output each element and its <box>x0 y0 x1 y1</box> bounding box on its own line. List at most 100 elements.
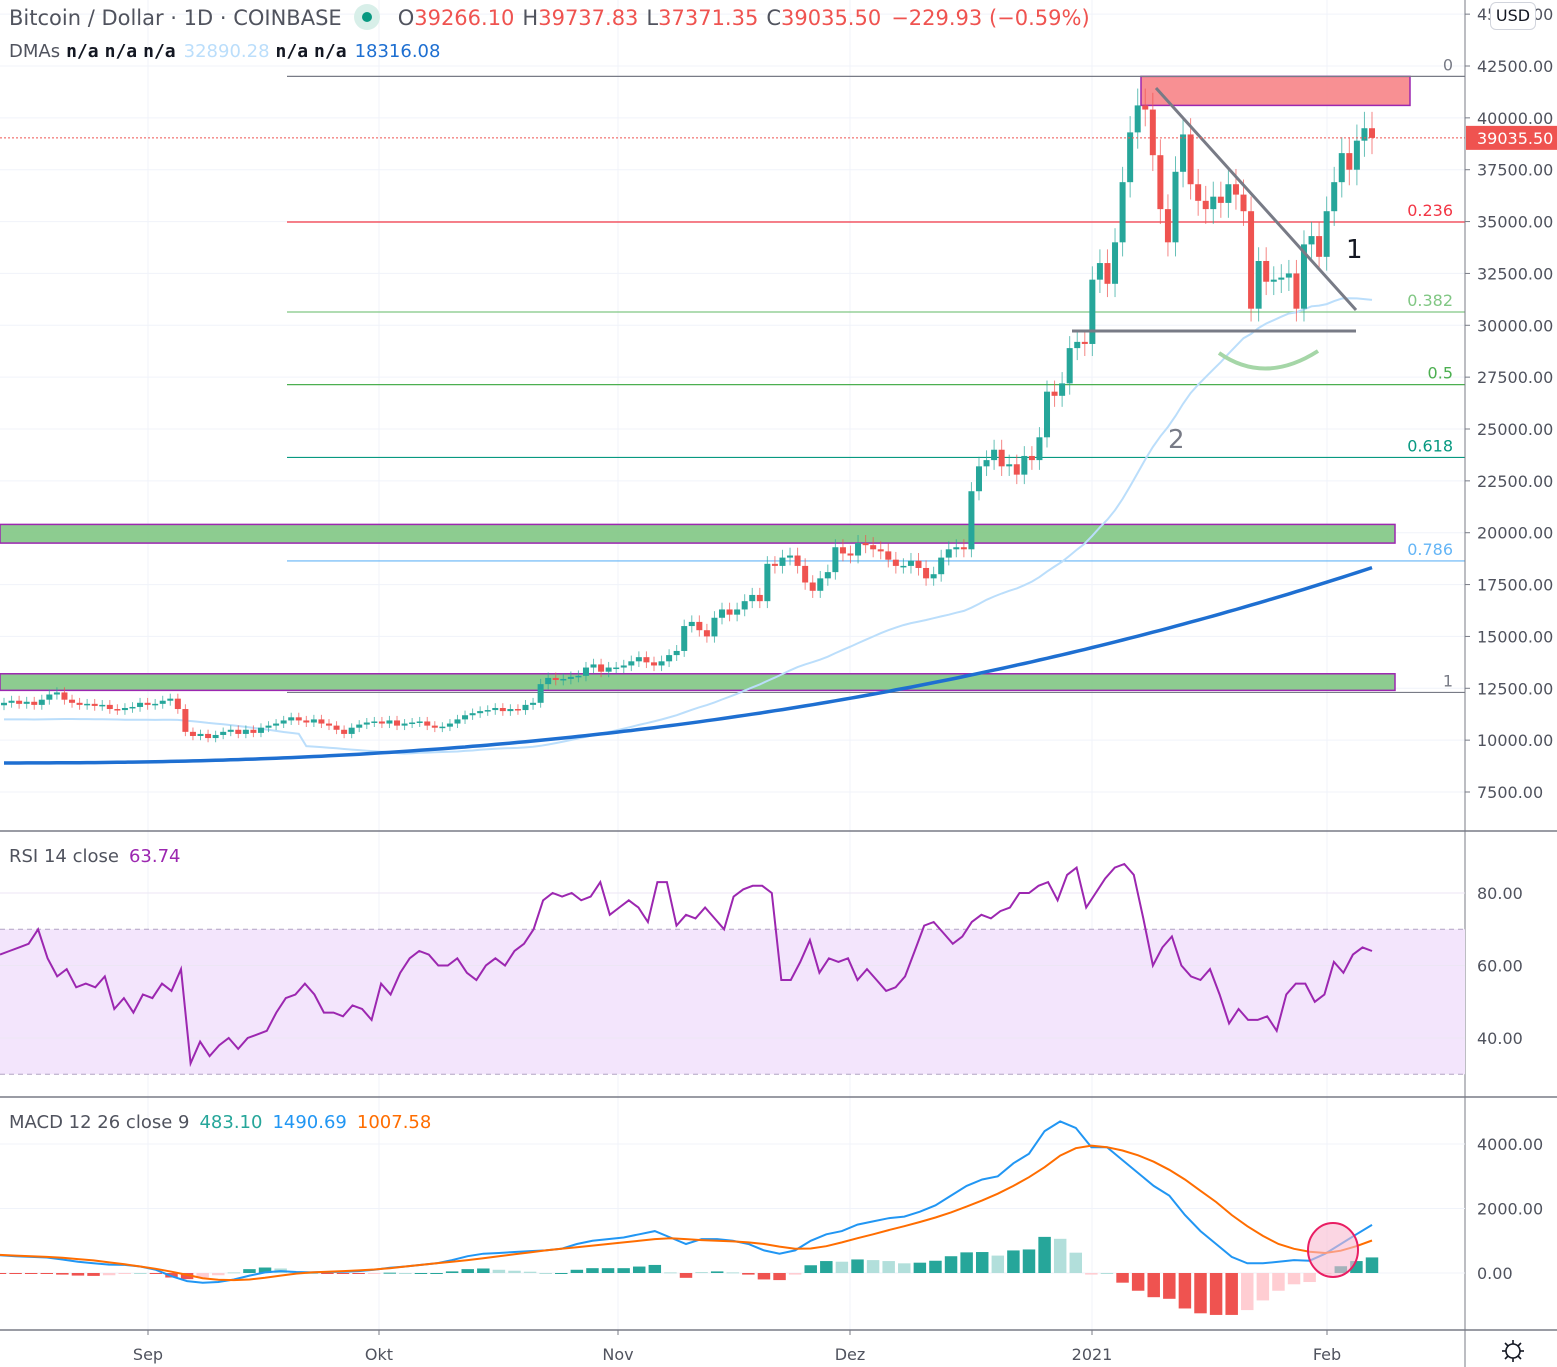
candle-body <box>643 657 650 663</box>
macd-histogram-bar <box>321 1273 334 1274</box>
candle-body <box>930 574 937 579</box>
macd-histogram-bar <box>898 1263 911 1273</box>
candle-body <box>1338 153 1345 183</box>
candle-body <box>1119 182 1126 243</box>
candle-body <box>1217 196 1224 203</box>
currency-button[interactable]: USD <box>1490 2 1536 30</box>
candle-body <box>91 703 98 706</box>
candle-body <box>688 621 695 627</box>
macd-histogram-bar <box>399 1273 412 1274</box>
macd-histogram-bar <box>710 1271 724 1273</box>
candle-body <box>749 594 756 602</box>
candle-body <box>114 709 121 711</box>
candle-body <box>794 555 801 566</box>
last-price-badge <box>1466 125 1557 150</box>
candle-body <box>507 709 514 712</box>
macd-histogram-bar <box>243 1269 256 1273</box>
candle-body <box>809 582 816 591</box>
candle-body <box>1180 134 1187 172</box>
candle-body <box>900 565 907 568</box>
dma-value-3: n/a <box>143 41 176 62</box>
macd-histogram-bar <box>742 1273 755 1275</box>
candle-body <box>144 702 151 705</box>
macd-histogram-bar <box>1225 1273 1238 1315</box>
candle-body <box>817 578 824 591</box>
macd-histogram-bar <box>601 1268 615 1273</box>
candle-body <box>877 549 884 552</box>
macd-histogram-bar <box>1256 1273 1270 1301</box>
price-axis-label: 7500.00 <box>1477 783 1543 802</box>
demand-zone <box>0 523 1396 544</box>
candle-body <box>537 684 544 703</box>
change-value: −229.93 (−0.59%) <box>891 6 1090 30</box>
macd-histogram-bar <box>1241 1273 1254 1311</box>
candle-body <box>1225 184 1232 203</box>
price-axis-label: 12500.00 <box>1477 679 1553 698</box>
candle-body <box>197 733 204 736</box>
rsi-legend[interactable]: RSI 14 close 63.74 <box>9 846 180 867</box>
candle-body <box>552 677 559 680</box>
macd-histogram-bar <box>1209 1273 1223 1315</box>
candle-body <box>1 702 7 706</box>
candle-body <box>295 717 302 721</box>
candle-body <box>1210 196 1217 210</box>
candle-body <box>341 729 348 734</box>
candle-body <box>462 715 469 720</box>
candle-body <box>38 699 45 705</box>
candle-body <box>242 729 249 734</box>
candle-body <box>84 703 91 706</box>
candle-body <box>1142 105 1149 110</box>
open-label: O <box>397 6 415 30</box>
candle-body <box>356 724 363 728</box>
candle-body <box>484 710 491 712</box>
macd-histogram-bar <box>991 1255 1005 1273</box>
macd-histogram-bar <box>1085 1273 1098 1275</box>
candle-body <box>310 719 317 723</box>
macd-signal-value: 1007.58 <box>356 1112 432 1133</box>
settings-gear-icon[interactable] <box>1500 1338 1526 1364</box>
macd-histogram-bar <box>477 1268 490 1273</box>
candle-body <box>779 557 786 566</box>
candle-body <box>613 667 620 670</box>
macd-histogram-bar <box>632 1266 646 1273</box>
candle-body <box>439 726 446 729</box>
macd-histogram-bar <box>367 1273 381 1274</box>
macd-histogram-bar <box>305 1273 319 1274</box>
macd-histogram-bar <box>835 1261 849 1273</box>
candle-body <box>280 720 287 724</box>
macd-histogram-bar <box>1194 1273 1207 1314</box>
time-axis-label: Sep <box>133 1345 163 1364</box>
macd-histogram-bar <box>944 1256 958 1273</box>
dma-value-1: n/a <box>66 41 99 62</box>
candle-body <box>46 694 53 700</box>
candle-body <box>1323 211 1330 257</box>
dma-legend[interactable]: DMAs n/a n/a n/a 32890.28 n/a n/a 18316.08 <box>9 41 440 62</box>
candle-body <box>1149 109 1156 156</box>
rounded-bottom-arc <box>1217 349 1320 371</box>
dma50-value: 32890.28 <box>183 41 270 62</box>
candle-body <box>726 609 733 615</box>
macd-histogram-bar <box>196 1273 209 1278</box>
candle-body <box>273 723 280 726</box>
symbol-title[interactable]: Bitcoin / Dollar · 1D · COINBASE <box>9 6 342 30</box>
macd-line <box>0 1120 1373 1284</box>
dma-value-6: n/a <box>314 41 347 62</box>
macd-histogram-bar <box>773 1273 786 1281</box>
last-price-label: 39035.50 <box>1477 129 1553 148</box>
candle-body <box>318 719 325 724</box>
candle-body <box>1096 263 1103 280</box>
macd-histogram-bar <box>383 1272 397 1274</box>
candle-body <box>288 717 295 721</box>
candle-body <box>16 700 23 704</box>
macd-legend[interactable]: MACD 12 26 close 9 483.10 1490.69 1007.58 <box>9 1112 431 1133</box>
demand-zone <box>0 673 1396 692</box>
candle-body <box>416 721 423 723</box>
candle-body <box>968 491 975 550</box>
candle-body <box>1081 341 1088 344</box>
candle-body <box>832 547 839 573</box>
macd-histogram-bar <box>1365 1257 1379 1273</box>
candle-body <box>923 567 930 579</box>
candle-body <box>1248 211 1255 309</box>
candle-body <box>567 676 574 679</box>
